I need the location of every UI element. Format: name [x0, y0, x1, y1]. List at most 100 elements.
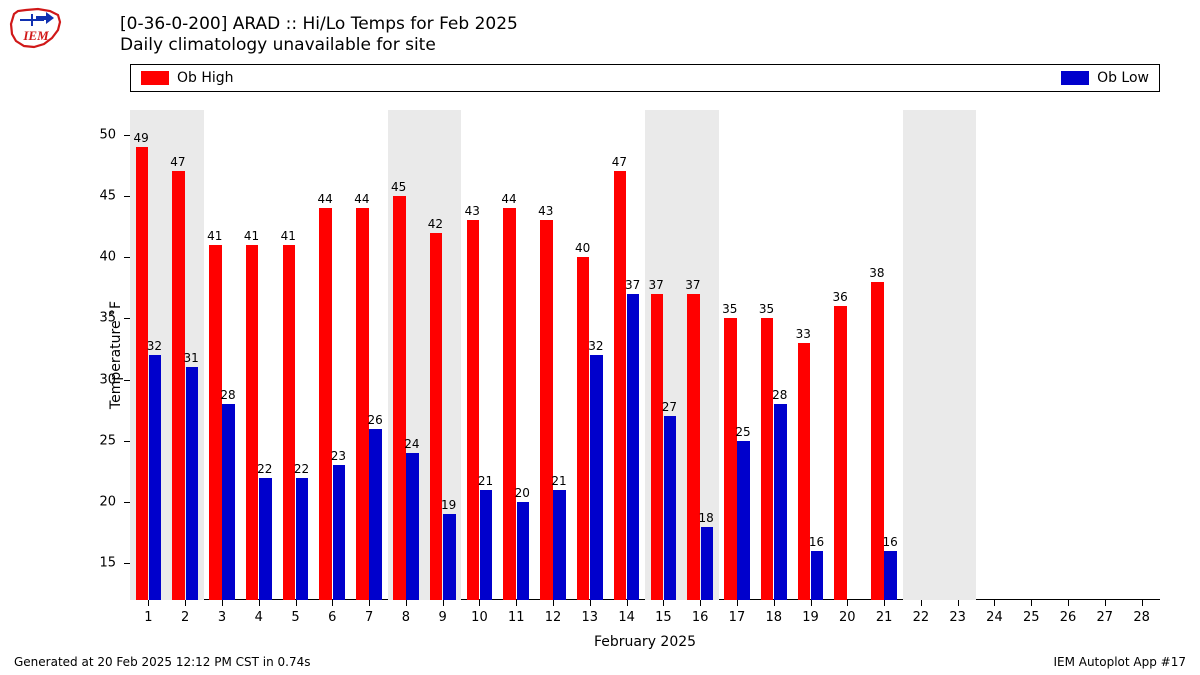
bar-high-label: 38 [869, 266, 899, 280]
x-tick-label: 25 [1016, 610, 1046, 625]
y-tick-label: 45 [76, 188, 116, 203]
x-tick-label: 18 [759, 610, 789, 625]
x-tick-label: 6 [317, 610, 347, 625]
bar-high-label: 44 [501, 192, 531, 206]
bar-low [333, 465, 346, 600]
bar-high-label: 36 [832, 290, 862, 304]
bar-high-label: 41 [281, 229, 311, 243]
bar-high [209, 245, 222, 600]
bar-low [664, 416, 677, 600]
bar-low [590, 355, 603, 600]
bar-high [319, 208, 332, 600]
bar-high [798, 343, 811, 600]
bar-high-label: 41 [207, 229, 237, 243]
x-tick-label: 8 [391, 610, 421, 625]
bar-high-label: 49 [134, 131, 164, 145]
bar-low [701, 527, 714, 601]
y-tick-label: 50 [76, 127, 116, 142]
bar-high [503, 208, 516, 600]
bar-low [774, 404, 787, 600]
bar-high-label: 44 [317, 192, 347, 206]
footer-generated: Generated at 20 Feb 2025 12:12 PM CST in… [14, 655, 311, 669]
x-tick-label: 11 [501, 610, 531, 625]
bar-high-label: 35 [759, 302, 789, 316]
x-tick-label: 1 [133, 610, 163, 625]
x-tick-label: 2 [170, 610, 200, 625]
chart-plot: 4932473141284122412244234426452442194321… [130, 110, 1160, 600]
y-tick-label: 15 [76, 556, 116, 571]
bar-low [627, 294, 640, 600]
x-tick-label: 26 [1053, 610, 1083, 625]
x-tick-label: 7 [354, 610, 384, 625]
footer-app: IEM Autoplot App #17 [1053, 655, 1186, 669]
x-tick-label: 27 [1090, 610, 1120, 625]
bar-high-label: 47 [612, 155, 642, 169]
x-tick-label: 12 [538, 610, 568, 625]
bar-low [222, 404, 235, 600]
bar-high-label: 37 [649, 278, 679, 292]
bar-high [614, 171, 627, 600]
bar-high [577, 257, 590, 600]
title-line-1: [0-36-0-200] ARAD :: Hi/Lo Temps for Feb… [120, 14, 518, 35]
legend: Ob High Ob Low [130, 64, 1160, 92]
x-tick-label: 13 [575, 610, 605, 625]
bar-high-label: 47 [170, 155, 200, 169]
x-axis-label: February 2025 [594, 634, 696, 650]
x-tick-label: 24 [979, 610, 1009, 625]
bar-low [369, 429, 382, 601]
x-tick-label: 19 [796, 610, 826, 625]
bar-high [651, 294, 664, 600]
bar-high [283, 245, 296, 600]
x-tick-label: 3 [207, 610, 237, 625]
chart-title: [0-36-0-200] ARAD :: Hi/Lo Temps for Feb… [120, 14, 518, 57]
bar-high [687, 294, 700, 600]
bar-high-label: 37 [685, 278, 715, 292]
x-tick-label: 28 [1127, 610, 1157, 625]
iem-logo: IEM [6, 6, 66, 51]
bar-high [172, 171, 185, 600]
bar-high [834, 306, 847, 600]
x-tick-label: 10 [464, 610, 494, 625]
bar-high [724, 318, 737, 600]
bar-low [884, 551, 897, 600]
bar-low [259, 478, 272, 601]
bar-high [540, 220, 553, 600]
x-tick-label: 9 [428, 610, 458, 625]
bar-high [136, 147, 149, 600]
bar-low [517, 502, 530, 600]
x-tick-label: 14 [612, 610, 642, 625]
x-tick-label: 23 [943, 610, 973, 625]
bar-high [467, 220, 480, 600]
bar-high-label: 44 [354, 192, 384, 206]
weekend-band [903, 110, 977, 600]
bar-low [186, 367, 199, 600]
bar-low [553, 490, 566, 600]
x-axis: 1234567891011121314151617181920212223242… [130, 600, 1160, 608]
legend-label-low: Ob Low [1097, 70, 1149, 86]
bar-high-label: 35 [722, 302, 752, 316]
bar-low [296, 478, 309, 601]
bar-low [737, 441, 750, 600]
svg-text:IEM: IEM [22, 28, 49, 43]
bar-high-label: 33 [796, 327, 826, 341]
bar-low-label: 16 [882, 535, 912, 549]
bar-high-label: 43 [538, 204, 568, 218]
bar-low [149, 355, 162, 600]
x-tick-label: 15 [648, 610, 678, 625]
bar-low [406, 453, 419, 600]
x-tick-label: 5 [281, 610, 311, 625]
bar-high [430, 233, 443, 601]
x-tick-label: 20 [832, 610, 862, 625]
legend-item-high: Ob High [141, 70, 234, 86]
bar-high [246, 245, 259, 600]
x-tick-label: 17 [722, 610, 752, 625]
legend-swatch-high [141, 71, 169, 85]
bar-high [871, 282, 884, 601]
bar-high-label: 41 [244, 229, 274, 243]
bar-low [811, 551, 824, 600]
title-line-2: Daily climatology unavailable for site [120, 35, 518, 56]
bar-low [480, 490, 493, 600]
bar-high [393, 196, 406, 600]
bar-high [356, 208, 369, 600]
y-tick-label: 25 [76, 433, 116, 448]
